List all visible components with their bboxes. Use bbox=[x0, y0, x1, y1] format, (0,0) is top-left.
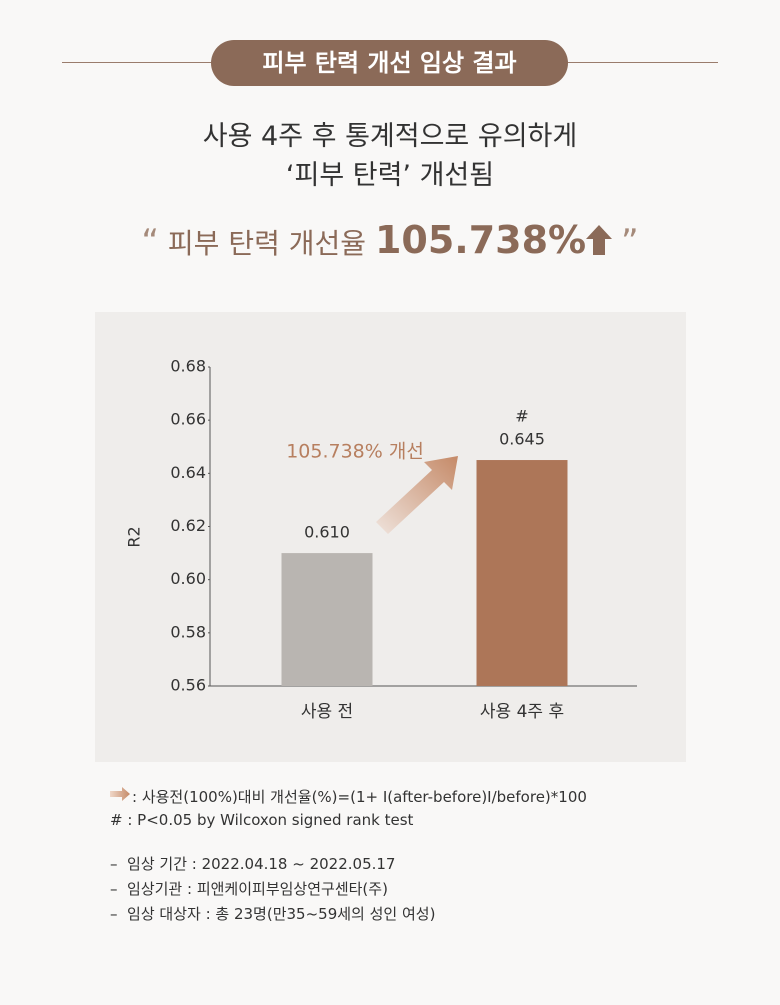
y-tick-label: 0.68 bbox=[170, 357, 206, 376]
note: # : P<0.05 by Wilcoxon signed rank test bbox=[110, 811, 414, 829]
highlight: “ 피부 탄력 개선율 105.738% ” bbox=[0, 218, 780, 262]
y-tick-label: 0.58 bbox=[170, 622, 206, 641]
significance-marker: # bbox=[515, 407, 528, 426]
quote: “ bbox=[141, 222, 159, 262]
y-tick-label: 0.66 bbox=[170, 410, 206, 429]
y-tick-label: 0.64 bbox=[170, 463, 206, 482]
bar bbox=[476, 460, 568, 686]
annotation: 105.738% 개선 bbox=[286, 441, 424, 463]
chart-panel bbox=[95, 312, 686, 762]
y-tick-label: 0.56 bbox=[170, 676, 206, 695]
divider bbox=[62, 62, 222, 63]
up-arrow bbox=[586, 225, 613, 255]
divider bbox=[560, 62, 718, 63]
detail: – 임상기관 : 피앤케이피부임상연구센타(주) bbox=[110, 880, 388, 898]
note: : 사용전(100%)대비 개선율(%)=(1+ I(after-before)… bbox=[132, 788, 587, 806]
value-label: 0.610 bbox=[304, 523, 350, 542]
x-tick-label: 사용 전 bbox=[301, 702, 353, 722]
header-title: 피부 탄력 개선 임상 결과 bbox=[211, 40, 568, 86]
subtitle: ‘피부 탄력’ 개선됨 bbox=[285, 160, 495, 191]
y-tick-label: 0.62 bbox=[170, 516, 206, 535]
y-tick-label: 0.60 bbox=[170, 569, 206, 588]
detail: – 임상 대상자 : 총 23명(만35~59세의 성인 여성) bbox=[110, 905, 436, 923]
bar bbox=[281, 553, 373, 686]
x-tick-label: 사용 4주 후 bbox=[480, 702, 564, 722]
quote: ” bbox=[621, 222, 639, 262]
y-axis-label: R2 bbox=[125, 526, 144, 547]
value-label: 0.645 bbox=[499, 430, 545, 449]
detail: – 임상 기간 : 2022.04.18 ~ 2022.05.17 bbox=[110, 855, 396, 873]
highlight-value: 105.738% bbox=[374, 218, 587, 262]
subtitle: 사용 4주 후 통계적으로 유의하게 bbox=[202, 121, 578, 152]
arrow-icon bbox=[110, 787, 130, 801]
trend-arrow bbox=[376, 456, 458, 534]
highlight-prefix: 피부 탄력 개선율 bbox=[167, 227, 367, 260]
